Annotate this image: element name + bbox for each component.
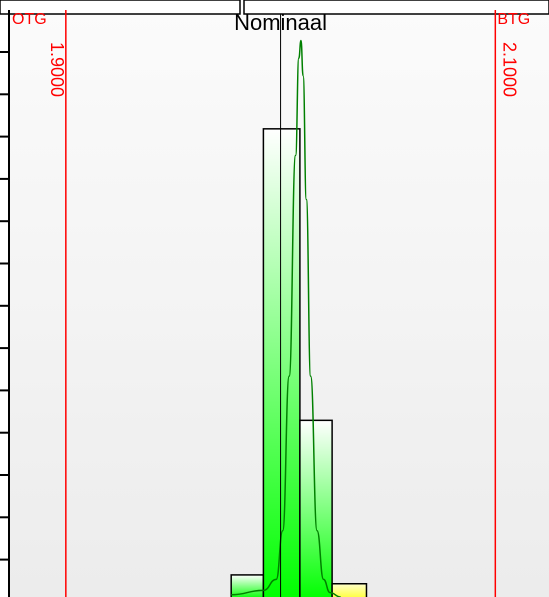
top-frame-left xyxy=(0,0,241,15)
left-axis-ticks xyxy=(0,51,9,561)
chart-title: Nominaal xyxy=(234,10,327,35)
lower-limit-value: 1.9000 xyxy=(47,42,67,97)
upper-limit-value: 2.1000 xyxy=(499,42,519,97)
histogram-bar xyxy=(262,128,301,597)
upper-limit-label: BTG xyxy=(497,11,530,28)
lower-limit-label: OTG xyxy=(12,11,47,28)
histogram-bar xyxy=(299,419,333,597)
histogram-bar xyxy=(331,583,368,597)
density-curve xyxy=(231,39,341,597)
histogram-bar xyxy=(230,574,265,597)
top-frame-right xyxy=(243,0,549,15)
